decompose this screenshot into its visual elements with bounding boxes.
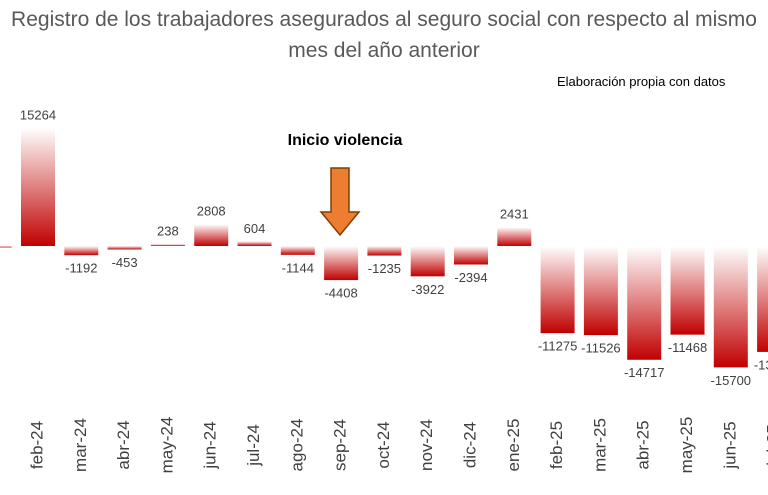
value-label: -1235 <box>368 261 401 276</box>
value-label: 604 <box>244 221 266 236</box>
x-tick-label: may-24 <box>157 417 176 474</box>
x-tick-label: dic-24 <box>460 422 479 468</box>
value-label: -15700 <box>711 373 751 388</box>
bar <box>713 246 748 368</box>
bar <box>194 224 229 246</box>
bar <box>540 246 575 334</box>
value-label: -453 <box>112 255 138 270</box>
x-tick-label: abr-25 <box>634 420 653 469</box>
value-label: -13700 <box>754 357 768 372</box>
value-label: -11468 <box>668 340 708 355</box>
bar <box>107 246 142 250</box>
bar <box>0 246 12 248</box>
source-note: Elaboración propia con datos <box>557 74 726 89</box>
x-tick-label: ene-25 <box>504 419 523 472</box>
bar <box>670 246 705 335</box>
bar <box>454 246 488 265</box>
x-tick-label: mar-24 <box>71 418 90 472</box>
value-label: -2394 <box>454 270 487 285</box>
bar <box>280 246 315 255</box>
value-label: 2808 <box>197 204 226 219</box>
value-label: -4408 <box>324 286 357 301</box>
x-tick-label: sep-24 <box>331 419 350 471</box>
x-tick-label: jun-24 <box>201 421 220 469</box>
bar <box>367 246 402 256</box>
value-label: 238 <box>157 224 179 239</box>
x-tick-label: ago-24 <box>287 419 306 472</box>
x-tick-label: abr-24 <box>114 420 133 469</box>
bar <box>21 128 55 246</box>
x-tick-label: jul-24 <box>244 424 263 467</box>
x-tick-label: nov-24 <box>417 419 436 471</box>
x-tick-label: may-25 <box>677 417 696 474</box>
x-tick-label: feb-25 <box>547 421 566 469</box>
value-label: -11275 <box>538 339 578 354</box>
bar <box>324 246 359 281</box>
value-label: 2431 <box>500 207 529 222</box>
x-tick-label: mar-25 <box>590 418 609 472</box>
value-label: -1192 <box>65 261 97 276</box>
bar <box>627 246 662 360</box>
bar <box>757 246 768 352</box>
bar <box>497 227 532 246</box>
bar <box>410 246 445 277</box>
bar <box>150 244 185 246</box>
annotation-arrow <box>319 167 361 237</box>
x-tick-label: jun-25 <box>720 421 739 469</box>
chart-title: Registro de los trabajadores asegurados … <box>11 8 757 62</box>
annotation: Inicio violencia <box>288 132 403 149</box>
value-label: -1144 <box>282 260 314 275</box>
x-tick-label: jul-25 <box>764 424 768 467</box>
x-tick-label: ene-24 <box>0 419 3 472</box>
x-tick-label: oct-24 <box>374 421 393 468</box>
bar <box>583 246 618 336</box>
value-label: 15264 <box>20 107 56 122</box>
bar <box>237 241 272 246</box>
value-label: -11526 <box>581 341 621 356</box>
x-tick-label: feb-24 <box>27 421 46 469</box>
value-label: -14717 <box>624 365 664 380</box>
value-label: -3922 <box>411 282 444 297</box>
bar <box>64 246 99 256</box>
